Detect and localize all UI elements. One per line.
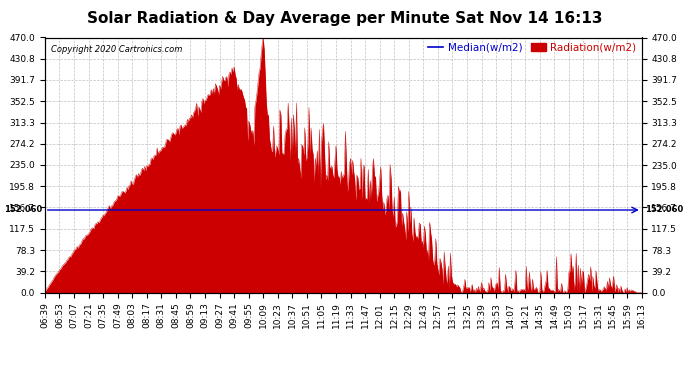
Text: 152.060: 152.060	[644, 206, 683, 214]
Legend: Median(w/m2), Radiation(w/m2): Median(w/m2), Radiation(w/m2)	[428, 43, 636, 53]
Text: 152.060: 152.060	[3, 206, 42, 214]
Text: Solar Radiation & Day Average per Minute Sat Nov 14 16:13: Solar Radiation & Day Average per Minute…	[87, 11, 603, 26]
Text: Copyright 2020 Cartronics.com: Copyright 2020 Cartronics.com	[51, 45, 182, 54]
